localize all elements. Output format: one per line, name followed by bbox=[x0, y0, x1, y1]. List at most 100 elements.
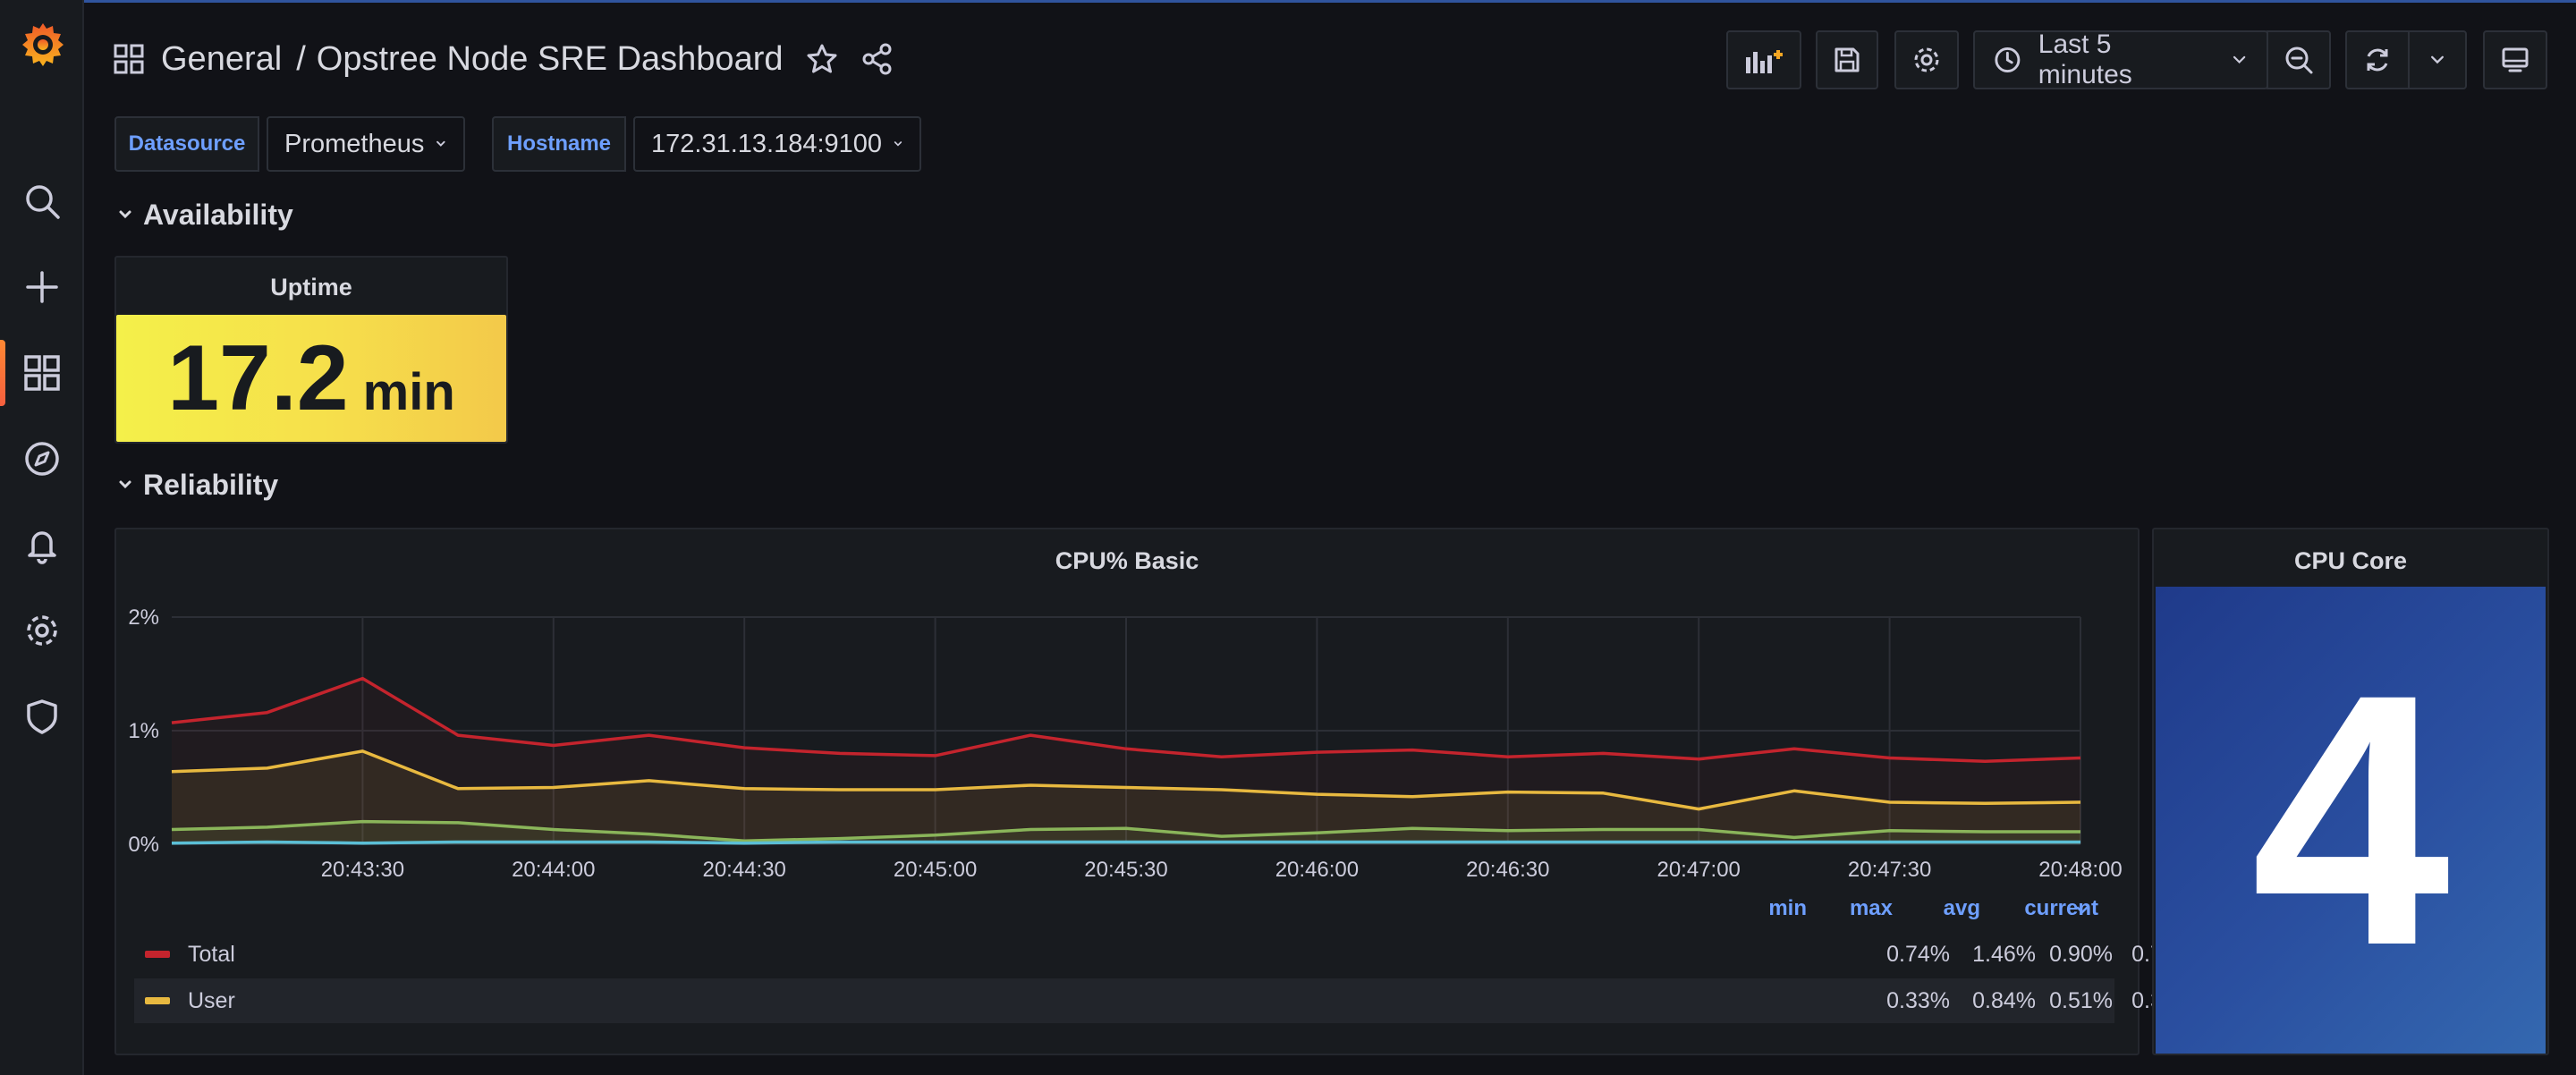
legend-swatch-user bbox=[145, 997, 170, 1004]
time-range-picker[interactable]: Last 5 minutes bbox=[1973, 30, 2268, 89]
x-tick-label: 20:44:30 bbox=[702, 858, 785, 882]
add-panel-icon bbox=[1746, 50, 1783, 73]
sidebar bbox=[0, 0, 84, 1075]
search-icon bbox=[26, 185, 60, 219]
series-area-2 bbox=[172, 821, 2080, 844]
star-icon[interactable] bbox=[805, 42, 839, 76]
share-icon[interactable] bbox=[860, 42, 894, 76]
row-availability-title: Availability bbox=[143, 198, 293, 231]
top-accent-line bbox=[0, 0, 2576, 3]
breadcrumb-folder[interactable]: General bbox=[161, 39, 283, 78]
plus-icon bbox=[26, 271, 58, 303]
datasource-variable-label: Datasource bbox=[114, 116, 259, 172]
cpu-basic-chart[interactable]: 0% 1% 2% 20:43:30 20:44:00 20:44:30 20:45:00 20… bbox=[116, 590, 2129, 894]
refresh-icon bbox=[2367, 48, 2388, 72]
legend-max: 0.84% bbox=[1972, 987, 2036, 1013]
chevron-down-icon bbox=[119, 480, 131, 489]
x-tick-label: 20:46:00 bbox=[1275, 858, 1359, 882]
clock-icon bbox=[1995, 47, 2021, 72]
refresh-button[interactable] bbox=[2345, 30, 2410, 89]
chevron-down-icon bbox=[2233, 55, 2246, 64]
legend-min: 0.33% bbox=[1886, 987, 1950, 1013]
grafana-logo[interactable] bbox=[20, 20, 66, 70]
alerting-nav[interactable] bbox=[0, 504, 84, 585]
dashboards-icon bbox=[114, 44, 144, 74]
uptime-unit: min bbox=[362, 363, 455, 421]
breadcrumb: General / Opstree Node SRE Dashboard bbox=[113, 36, 894, 82]
sort-desc-icon bbox=[2076, 906, 2089, 914]
cpu-basic-panel-title[interactable]: CPU% Basic bbox=[1055, 547, 1199, 574]
hostname-variable-select[interactable]: 172.31.13.184:9100 bbox=[633, 116, 921, 172]
time-range-label: Last 5 minutes bbox=[2038, 30, 2132, 89]
shield-icon bbox=[27, 699, 57, 734]
configuration-nav[interactable] bbox=[0, 590, 84, 671]
dashboard-title[interactable]: Opstree Node SRE Dashboard bbox=[316, 39, 784, 78]
view-mode-button[interactable] bbox=[2483, 30, 2547, 89]
save-dashboard-button[interactable] bbox=[1816, 30, 1878, 89]
x-tick-label: 20:44:00 bbox=[512, 858, 595, 882]
dashboards-nav[interactable] bbox=[0, 333, 84, 413]
x-tick-label: 20:45:00 bbox=[894, 858, 977, 882]
server-admin-nav[interactable] bbox=[0, 676, 84, 757]
chevron-down-icon bbox=[436, 140, 445, 147]
dashboards-icon bbox=[24, 355, 60, 391]
row-reliability-title: Reliability bbox=[143, 468, 279, 501]
gear-icon bbox=[1914, 47, 1939, 72]
zoom-out-icon bbox=[2285, 47, 2313, 74]
legend-name: User bbox=[188, 987, 235, 1013]
x-tick-label: 20:48:00 bbox=[2038, 858, 2122, 882]
x-tick-label: 20:45:30 bbox=[1084, 858, 1167, 882]
datasource-variable-select[interactable]: Prometheus bbox=[267, 116, 465, 172]
monitor-icon bbox=[2502, 47, 2529, 72]
y-tick-label: 2% bbox=[128, 605, 159, 630]
legend-avg: 0.51% bbox=[2049, 987, 2113, 1013]
search-nav[interactable] bbox=[0, 161, 84, 241]
y-tick-label: 0% bbox=[128, 833, 159, 857]
series-line-3 bbox=[171, 840, 2080, 845]
x-tick-label: 20:47:00 bbox=[1657, 858, 1740, 882]
cpu-core-value: 4 bbox=[2250, 620, 2451, 1020]
x-tick-label: 20:46:30 bbox=[1466, 858, 1549, 882]
chevron-down-icon bbox=[894, 141, 902, 147]
chevron-down-icon bbox=[119, 210, 131, 219]
series-line-0 bbox=[171, 676, 2081, 764]
hostname-variable-value: 172.31.13.184:9100 bbox=[651, 129, 883, 158]
uptime-stat: 17.2 min bbox=[116, 315, 506, 442]
legend-header-avg[interactable]: avg bbox=[1943, 896, 1980, 920]
legend-max: 1.46% bbox=[1972, 941, 2036, 967]
y-tick-label: 1% bbox=[128, 719, 159, 743]
add-panel-button[interactable] bbox=[1726, 30, 1801, 89]
create-nav[interactable] bbox=[0, 247, 84, 327]
save-icon bbox=[1835, 47, 1860, 72]
compass-icon bbox=[25, 442, 59, 476]
cpu-core-stat: 4 bbox=[2156, 587, 2546, 1054]
series-area-0 bbox=[172, 678, 2080, 844]
bell-icon bbox=[28, 531, 56, 564]
row-availability[interactable]: Availability bbox=[116, 195, 293, 234]
datasource-variable-value: Prometheus bbox=[284, 129, 425, 158]
legend-row-total[interactable]: Total 0.74% 1.46% 0.90% 0.77% bbox=[134, 932, 2195, 977]
legend-overflow-fade bbox=[134, 1028, 2114, 1054]
legend-row-user[interactable]: User 0.33% 0.84% 0.51% 0.39% bbox=[134, 978, 2195, 1023]
legend-avg: 0.90% bbox=[2049, 941, 2113, 967]
legend-header-min[interactable]: min bbox=[1768, 896, 1807, 920]
row-reliability[interactable]: Reliability bbox=[116, 465, 278, 504]
hostname-variable-label: Hostname bbox=[492, 116, 626, 172]
refresh-interval-dropdown[interactable] bbox=[2408, 30, 2467, 89]
legend-header-max[interactable]: max bbox=[1849, 896, 1893, 920]
x-tick-label: 20:43:30 bbox=[321, 858, 404, 882]
series-line-1 bbox=[171, 749, 2081, 811]
dashboard-settings-button[interactable] bbox=[1894, 30, 1959, 89]
series-line-2 bbox=[171, 819, 2080, 842]
legend-min: 0.74% bbox=[1886, 941, 1950, 967]
chevron-down-icon bbox=[2431, 55, 2444, 64]
cpu-core-panel-title[interactable]: CPU Core bbox=[2293, 547, 2408, 574]
zoom-out-button[interactable] bbox=[2267, 30, 2331, 89]
legend-name: Total bbox=[188, 941, 235, 967]
explore-nav[interactable] bbox=[0, 419, 84, 499]
uptime-value: 17.2 bbox=[167, 326, 349, 430]
series-area-1 bbox=[172, 750, 2080, 844]
legend-swatch-total bbox=[145, 951, 170, 958]
uptime-panel-title[interactable]: Uptime bbox=[270, 274, 352, 300]
gear-icon bbox=[27, 615, 57, 646]
